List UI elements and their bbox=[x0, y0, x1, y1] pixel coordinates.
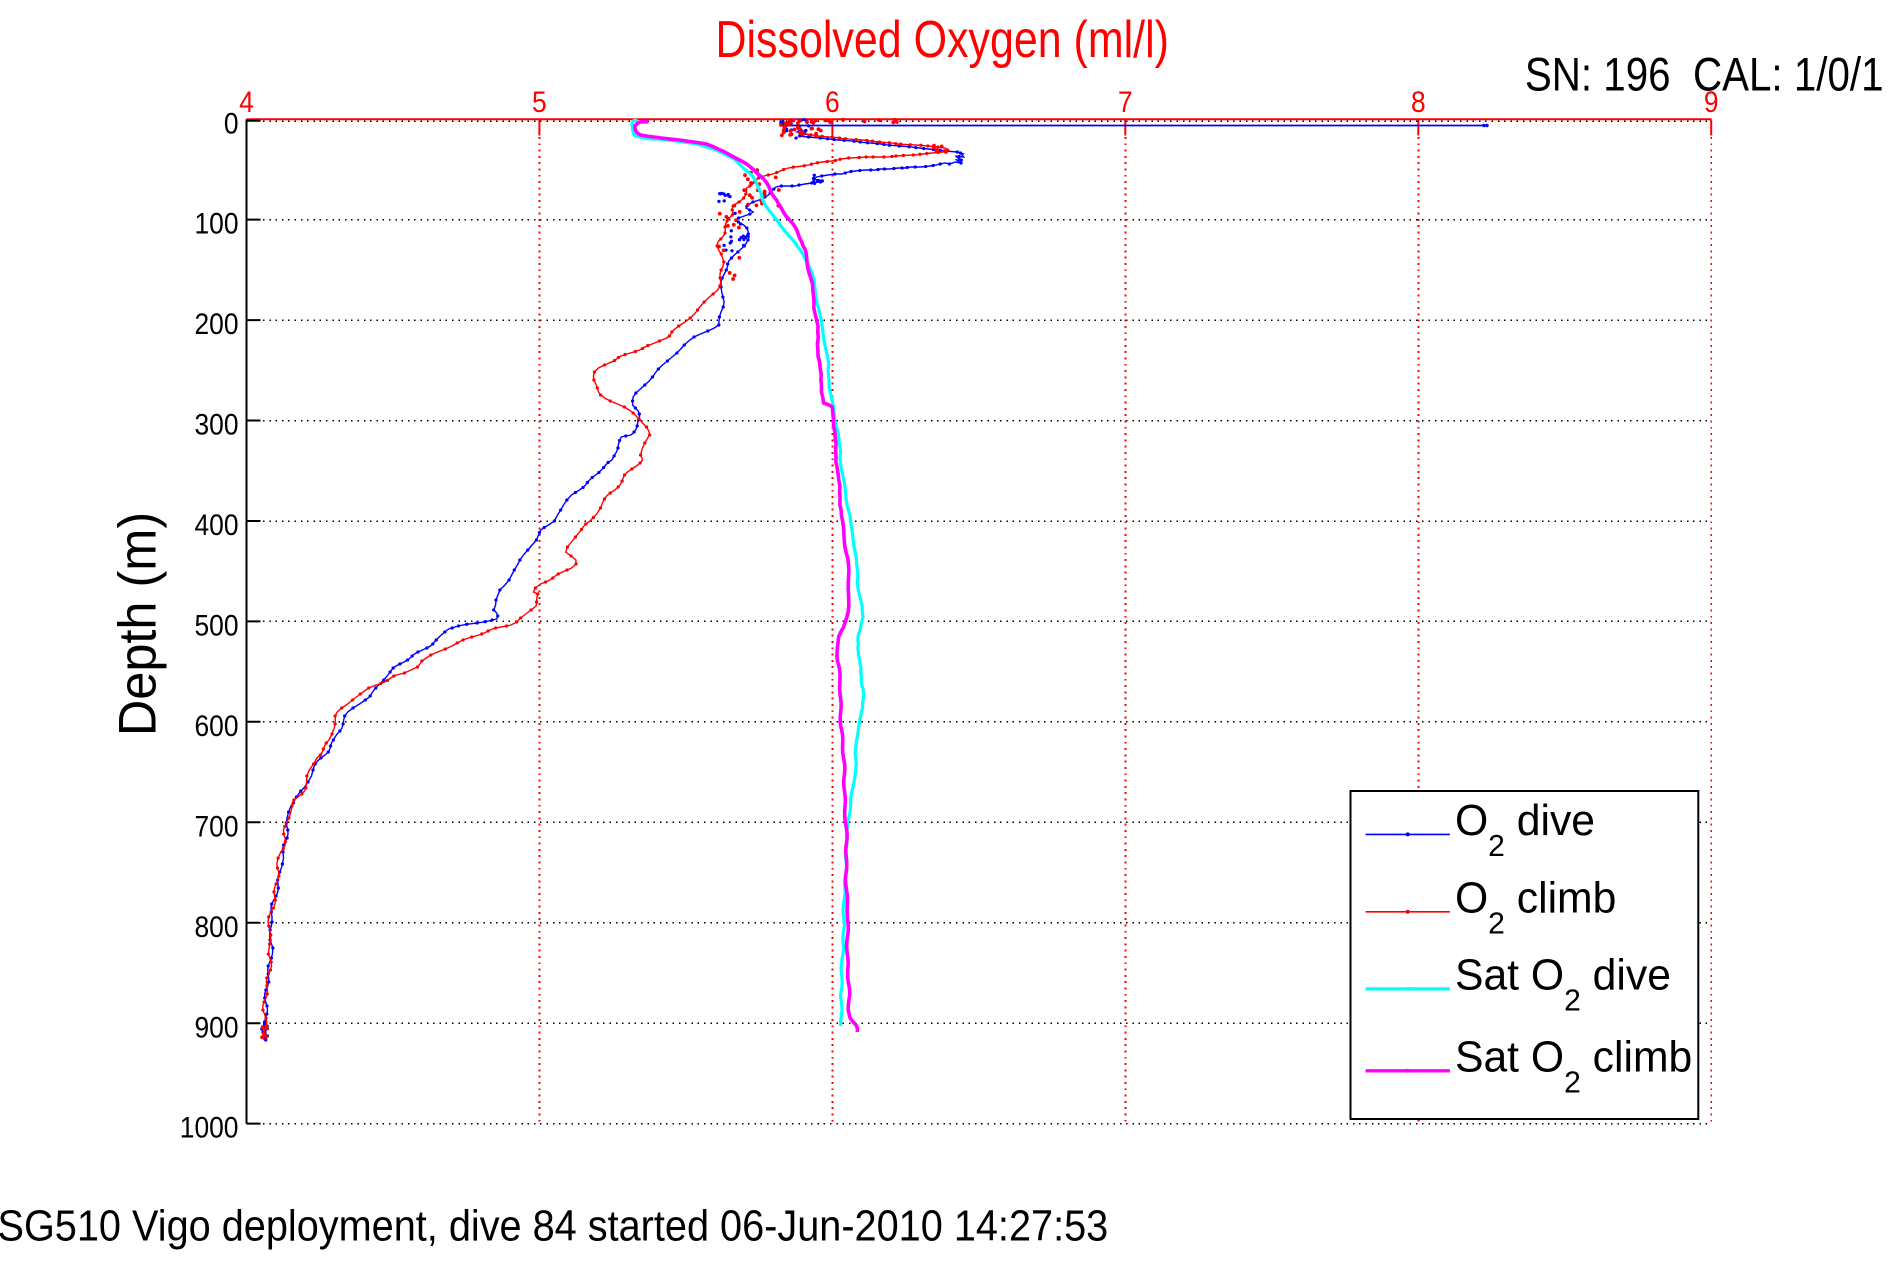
svg-text:500: 500 bbox=[194, 608, 238, 642]
svg-text:300: 300 bbox=[194, 407, 238, 441]
svg-text:700: 700 bbox=[194, 809, 238, 843]
svg-text:SG510 Vigo deployment, dive 84: SG510 Vigo deployment, dive 84 started 0… bbox=[0, 1201, 1108, 1250]
svg-text:8: 8 bbox=[1411, 84, 1426, 118]
svg-text:6: 6 bbox=[825, 84, 840, 118]
svg-text:Depth (m): Depth (m) bbox=[107, 512, 166, 736]
svg-text:800: 800 bbox=[194, 909, 238, 943]
svg-text:5: 5 bbox=[532, 84, 547, 118]
svg-text:100: 100 bbox=[194, 206, 238, 240]
svg-text:9: 9 bbox=[1704, 84, 1719, 118]
svg-text:400: 400 bbox=[194, 507, 238, 541]
svg-text:1000: 1000 bbox=[180, 1110, 239, 1144]
svg-text:600: 600 bbox=[194, 708, 238, 742]
svg-text:0: 0 bbox=[224, 106, 239, 140]
svg-text:7: 7 bbox=[1118, 84, 1133, 118]
svg-text:SN: 196 CAL: 1/0/1: SN: 196 CAL: 1/0/1 bbox=[1525, 49, 1884, 102]
svg-text:200: 200 bbox=[194, 307, 238, 341]
svg-text:900: 900 bbox=[194, 1010, 238, 1044]
svg-text:4: 4 bbox=[239, 84, 254, 118]
svg-text:Dissolved Oxygen (ml/l): Dissolved Oxygen (ml/l) bbox=[716, 11, 1169, 69]
